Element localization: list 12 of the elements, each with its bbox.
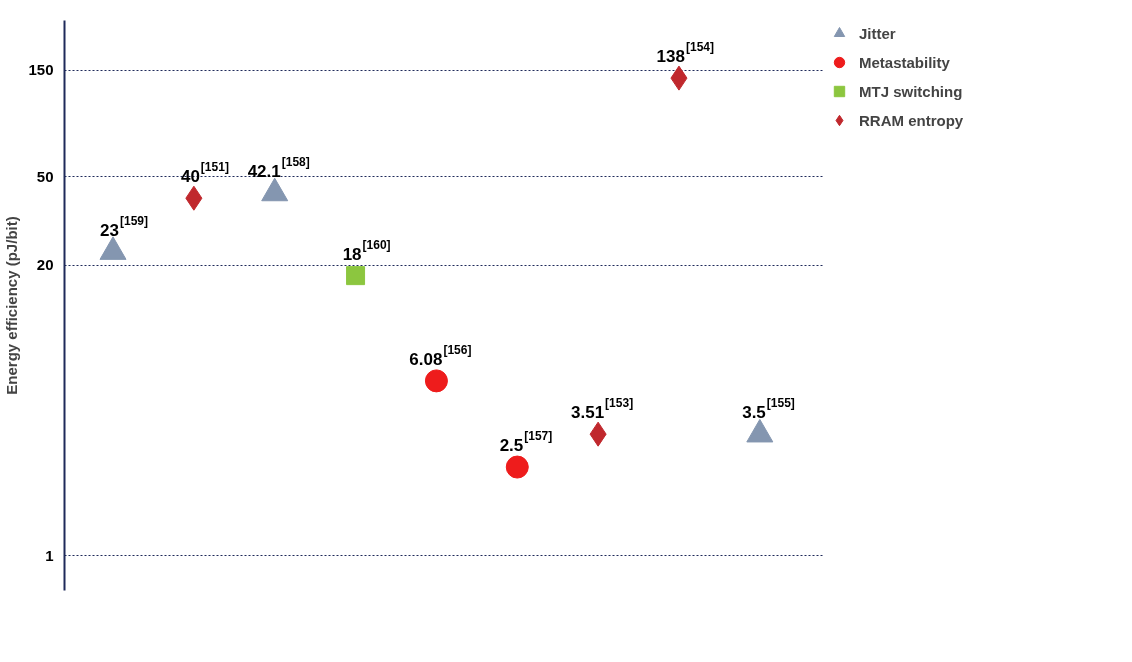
- point: [346, 266, 366, 286]
- legend-label: Jitter: [859, 24, 896, 42]
- y-tick-label: 20: [36, 256, 54, 274]
- y-tick-label: 50: [36, 167, 54, 185]
- legend-label: MTJ switching: [859, 82, 963, 100]
- y-tick-label: 150: [28, 61, 54, 79]
- y-axis-title: Energy efficiency (pJ/bit): [3, 216, 21, 395]
- y-tick-label: 1: [45, 546, 54, 564]
- legend-label: RRAM entropy: [859, 111, 964, 129]
- legend-label: Metastability: [859, 53, 950, 71]
- point: [505, 455, 529, 479]
- point: [424, 369, 448, 393]
